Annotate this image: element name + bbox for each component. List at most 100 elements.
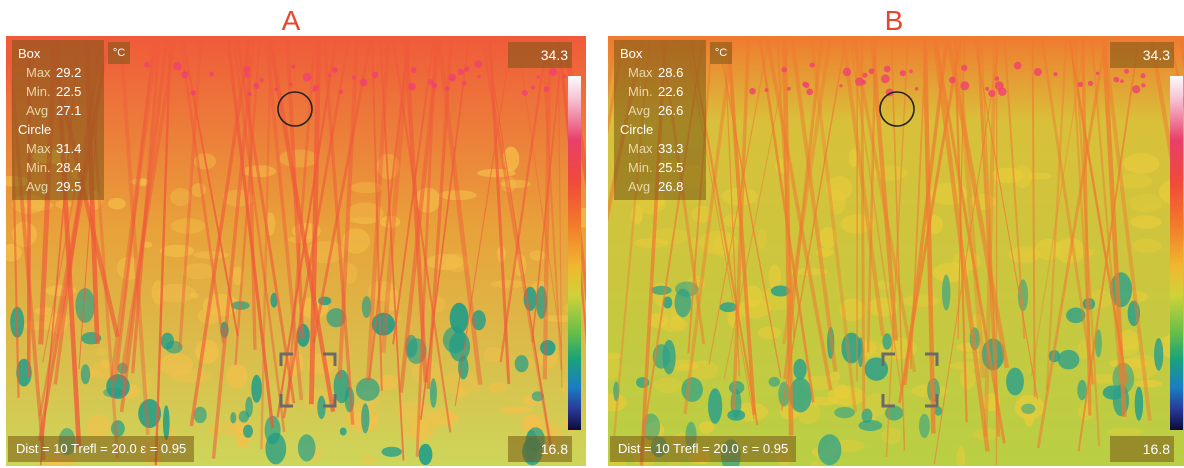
plant-stem bbox=[322, 36, 355, 425]
seed-head bbox=[181, 71, 189, 79]
roi-box-corner bbox=[925, 394, 939, 408]
thermal-image-b: Box Max 28.6 Min. 22.6 Avg 26.6 Circle Max 3… bbox=[608, 36, 1184, 466]
cold-spot bbox=[297, 434, 316, 462]
seed-head bbox=[331, 67, 338, 73]
plant-stem bbox=[1040, 36, 1095, 385]
cold-spot bbox=[817, 434, 842, 466]
box-title: Box bbox=[18, 46, 41, 61]
plant-stem bbox=[932, 36, 990, 452]
seed-head bbox=[1033, 68, 1042, 76]
warm-patch bbox=[691, 205, 713, 223]
cold-spot bbox=[1066, 307, 1086, 324]
warm-patch bbox=[826, 176, 853, 202]
plant-stem bbox=[933, 36, 1001, 465]
warm-patch bbox=[828, 188, 846, 215]
plant-stem bbox=[235, 36, 296, 404]
seed-head bbox=[1140, 73, 1146, 79]
seed-head bbox=[855, 77, 864, 86]
plant-stem bbox=[789, 36, 838, 372]
seed-head bbox=[410, 67, 417, 73]
plant-stem bbox=[368, 36, 410, 380]
seed-head bbox=[880, 74, 890, 84]
plant-stem bbox=[1036, 36, 1108, 449]
seed-head bbox=[253, 82, 260, 89]
seed-head bbox=[806, 88, 814, 96]
seed-head bbox=[1141, 83, 1146, 88]
box-min-label: Min. bbox=[628, 84, 653, 99]
box-title: Box bbox=[620, 46, 643, 61]
seed-head bbox=[862, 72, 868, 78]
plant-stem bbox=[246, 36, 257, 350]
warm-patch bbox=[677, 363, 699, 371]
plant-stem bbox=[1073, 36, 1101, 447]
seed-head bbox=[530, 85, 536, 90]
cold-spot bbox=[540, 340, 556, 356]
seed-head bbox=[289, 82, 293, 87]
warm-patch bbox=[688, 360, 719, 380]
plant-stem bbox=[415, 36, 437, 457]
plant-stem bbox=[454, 36, 513, 406]
warm-patch bbox=[350, 182, 383, 194]
seed-head bbox=[883, 65, 891, 73]
cold-spot bbox=[361, 403, 370, 434]
warm-patch bbox=[226, 363, 248, 389]
plant-stem bbox=[154, 36, 172, 466]
warm-patch bbox=[758, 326, 782, 339]
warm-patch bbox=[1107, 428, 1144, 436]
warm-patch bbox=[647, 313, 669, 329]
box-avg-label: Avg bbox=[26, 103, 49, 118]
plant-stem bbox=[716, 36, 782, 378]
circle-max-label: Max bbox=[26, 141, 51, 156]
cold-spot bbox=[613, 381, 620, 402]
seed-head bbox=[247, 92, 252, 96]
cold-spot bbox=[160, 332, 174, 350]
cold-spot bbox=[1134, 386, 1144, 421]
plant-stem bbox=[118, 36, 150, 435]
plant-stem bbox=[933, 36, 1006, 444]
warm-patch bbox=[438, 190, 477, 201]
warm-patch bbox=[1134, 379, 1162, 388]
box-max-row: Max 29.2 bbox=[18, 63, 104, 82]
roi-circle bbox=[277, 91, 313, 127]
seed-head bbox=[477, 74, 481, 79]
plant-stem bbox=[189, 36, 252, 427]
unit-badge-a: °C bbox=[108, 42, 130, 64]
cold-spot bbox=[861, 408, 873, 424]
stats-panel-a: Box Max 29.2 Min. 22.5 Avg 27.1 Circle Max 3… bbox=[12, 40, 104, 200]
stats-panel-b: Box Max 28.6 Min. 22.6 Avg 26.6 Circle Max 3… bbox=[614, 40, 706, 200]
warm-patch bbox=[347, 202, 384, 224]
seed-head bbox=[1053, 72, 1058, 77]
plant-stem bbox=[976, 36, 1001, 437]
circle-min-label: Min. bbox=[26, 160, 51, 175]
circle-avg-label: Avg bbox=[26, 179, 49, 194]
plant-stem bbox=[420, 36, 471, 420]
roi-circle bbox=[879, 91, 915, 127]
seed-head bbox=[1113, 76, 1120, 83]
plant-stem bbox=[285, 36, 305, 339]
cold-spot bbox=[834, 407, 855, 419]
box-min-row: Min. 22.5 bbox=[18, 82, 104, 101]
box-min-label: Min. bbox=[26, 84, 51, 99]
warm-patch bbox=[170, 188, 192, 206]
cold-spot bbox=[1006, 367, 1024, 396]
cold-spot bbox=[317, 395, 326, 420]
cold-spot bbox=[650, 285, 672, 295]
warm-patch bbox=[159, 353, 193, 376]
box-avg-value: 26.6 bbox=[658, 103, 684, 118]
cold-spot bbox=[1102, 385, 1124, 400]
cold-spot bbox=[429, 378, 437, 408]
seed-head bbox=[521, 89, 528, 96]
warm-patch bbox=[876, 280, 890, 290]
cold-spot bbox=[768, 376, 780, 387]
roi-box-corner bbox=[881, 352, 895, 366]
seed-head bbox=[1124, 68, 1129, 74]
seed-head bbox=[914, 87, 919, 91]
plant-stem bbox=[380, 36, 411, 353]
plant-stem bbox=[1067, 36, 1128, 383]
plant-stem bbox=[954, 36, 986, 379]
plant-stem bbox=[782, 36, 794, 436]
cold-spot bbox=[449, 302, 469, 334]
cold-spot bbox=[674, 288, 692, 318]
warm-patch bbox=[1035, 238, 1062, 261]
seed-head bbox=[461, 81, 467, 86]
